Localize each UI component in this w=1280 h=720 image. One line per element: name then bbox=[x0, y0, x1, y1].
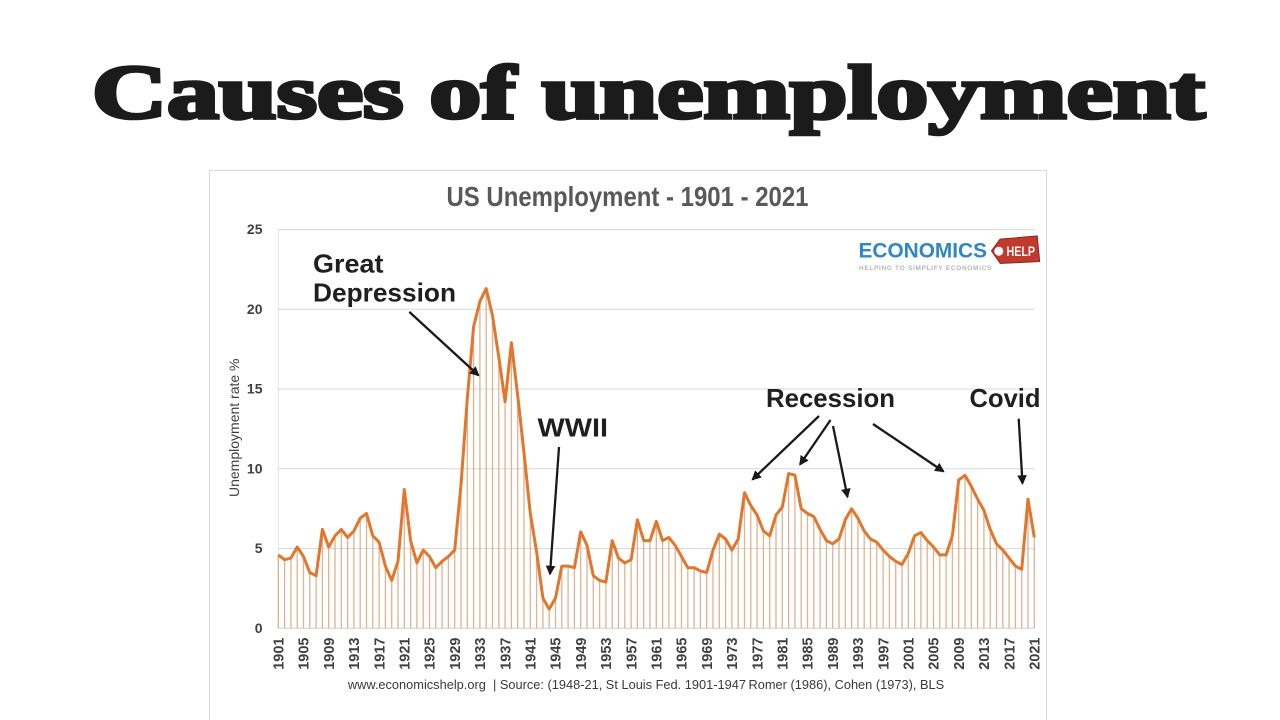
svg-text:2013: 2013 bbox=[977, 638, 993, 670]
svg-text:1945: 1945 bbox=[549, 638, 565, 670]
svg-text:Depression: Depression bbox=[313, 278, 456, 308]
svg-text:Great: Great bbox=[313, 249, 384, 279]
svg-text:25: 25 bbox=[247, 221, 263, 237]
svg-text:1901: 1901 bbox=[272, 638, 288, 670]
svg-text:1985: 1985 bbox=[801, 638, 817, 670]
svg-text:1953: 1953 bbox=[599, 638, 615, 670]
svg-text:2005: 2005 bbox=[927, 638, 943, 670]
svg-text:0: 0 bbox=[255, 620, 263, 636]
svg-text:HELP: HELP bbox=[1007, 244, 1036, 259]
svg-text:1905: 1905 bbox=[297, 638, 313, 670]
svg-text:1941: 1941 bbox=[524, 638, 540, 670]
svg-text:www.economicshelp.org | Sourc: www.economicshelp.org | Source: (1948-21… bbox=[347, 677, 944, 692]
svg-text:ECONOMICS: ECONOMICS bbox=[859, 240, 988, 263]
svg-text:1997: 1997 bbox=[876, 638, 892, 670]
svg-text:1909: 1909 bbox=[322, 638, 338, 670]
svg-text:Covid: Covid bbox=[970, 383, 1041, 413]
svg-text:Causes of unemployment: Causes of unemployment bbox=[92, 50, 1206, 135]
svg-text:1957: 1957 bbox=[624, 638, 640, 670]
svg-text:1917: 1917 bbox=[372, 638, 388, 670]
svg-text:1921: 1921 bbox=[398, 638, 414, 670]
svg-text:HELPING TO SIMPLIFY ECONOMICS: HELPING TO SIMPLIFY ECONOMICS bbox=[859, 265, 992, 272]
svg-text:20: 20 bbox=[247, 301, 263, 317]
svg-text:2017: 2017 bbox=[1002, 638, 1018, 670]
svg-text:1913: 1913 bbox=[347, 638, 363, 670]
svg-text:10: 10 bbox=[247, 460, 263, 476]
svg-text:1933: 1933 bbox=[473, 638, 489, 670]
svg-text:15: 15 bbox=[247, 381, 263, 397]
svg-text:1989: 1989 bbox=[826, 638, 842, 670]
svg-text:Unemployment rate %: Unemployment rate % bbox=[226, 358, 242, 497]
svg-text:Recession: Recession bbox=[766, 383, 895, 413]
svg-text:1993: 1993 bbox=[851, 638, 867, 670]
svg-text:1925: 1925 bbox=[423, 638, 439, 670]
svg-text:2021: 2021 bbox=[1028, 638, 1044, 670]
svg-text:1973: 1973 bbox=[725, 638, 741, 670]
svg-text:WWII: WWII bbox=[538, 413, 609, 443]
svg-text:1977: 1977 bbox=[750, 638, 766, 670]
svg-text:1981: 1981 bbox=[776, 638, 792, 670]
svg-text:US Unemployment - 1901 - 2021: US Unemployment - 1901 - 2021 bbox=[447, 181, 809, 212]
svg-text:2009: 2009 bbox=[952, 638, 968, 670]
svg-text:1965: 1965 bbox=[675, 638, 691, 670]
svg-text:1937: 1937 bbox=[498, 638, 514, 670]
svg-text:1929: 1929 bbox=[448, 638, 464, 670]
svg-text:5: 5 bbox=[255, 540, 263, 556]
svg-text:1961: 1961 bbox=[650, 638, 666, 670]
svg-text:1969: 1969 bbox=[700, 638, 716, 670]
svg-text:2001: 2001 bbox=[902, 638, 918, 670]
svg-text:1949: 1949 bbox=[574, 638, 590, 670]
